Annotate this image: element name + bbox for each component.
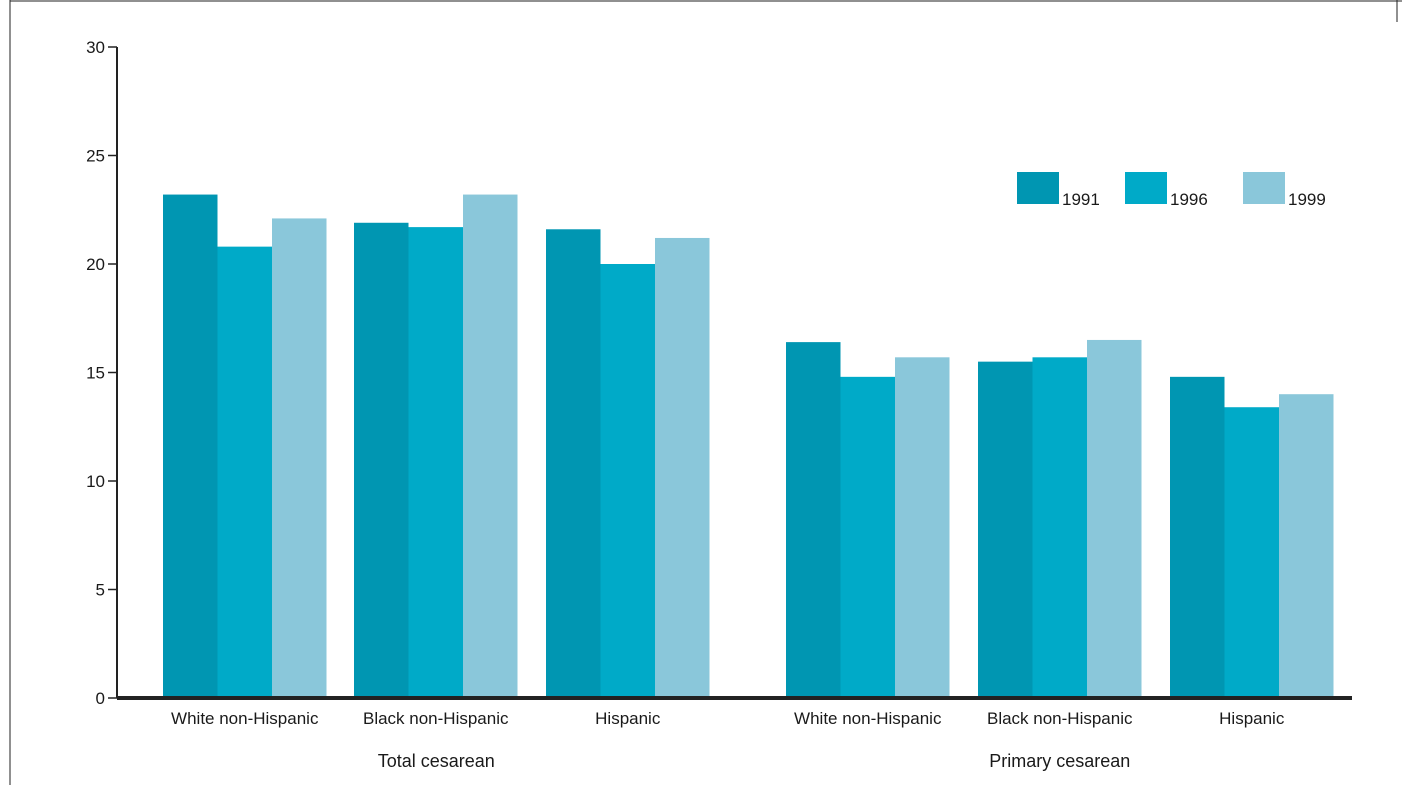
legend: 1991 1996 1999	[1017, 172, 1326, 209]
axes-layer: 0 5 10 15 20 25 30	[86, 38, 1352, 708]
bar-primary-cesarean-black-non-hispanic-1996	[1032, 357, 1087, 698]
legend-label-1999: 1999	[1288, 190, 1326, 209]
bar-primary-cesarean-black-non-hispanic-1991	[978, 361, 1033, 698]
x-group-label: Primary cesarean	[989, 751, 1130, 771]
bar-total-cesarean-hispanic-1996	[600, 264, 655, 698]
legend-swatch-1996	[1125, 172, 1167, 204]
bar-primary-cesarean-white-non-hispanic-1996	[840, 376, 895, 698]
y-tick-label: 20	[86, 255, 105, 274]
y-tick-label: 10	[86, 472, 105, 491]
y-tick-label: 30	[86, 38, 105, 57]
bar-total-cesarean-hispanic-1991	[546, 229, 601, 698]
x-tick-label: Black non-Hispanic	[987, 709, 1133, 728]
bars-layer	[163, 194, 1334, 699]
legend-label-1991: 1991	[1062, 190, 1100, 209]
labels-layer: White non-Hispanic Black non-Hispanic Hisp…	[171, 709, 1285, 771]
bar-total-cesarean-black-non-hispanic-1991	[354, 222, 409, 698]
y-tick-label: 0	[96, 689, 105, 708]
y-tick-label: 25	[86, 147, 105, 166]
bar-total-cesarean-hispanic-1999	[655, 237, 710, 698]
x-tick-label: Hispanic	[595, 709, 661, 728]
x-group-label: Total cesarean	[378, 751, 495, 771]
bar-total-cesarean-white-non-hispanic-1996	[217, 246, 272, 698]
x-tick-label: White non-Hispanic	[171, 709, 319, 728]
bar-primary-cesarean-white-non-hispanic-1991	[786, 342, 841, 698]
bar-total-cesarean-black-non-hispanic-1999	[463, 194, 518, 698]
bar-primary-cesarean-hispanic-1999	[1279, 394, 1334, 698]
y-tick-label: 15	[86, 364, 105, 383]
legend-label-1996: 1996	[1170, 190, 1208, 209]
legend-swatch-1999	[1243, 172, 1285, 204]
x-tick-label: Black non-Hispanic	[363, 709, 509, 728]
bar-total-cesarean-white-non-hispanic-1991	[163, 194, 218, 698]
bar-primary-cesarean-black-non-hispanic-1999	[1087, 339, 1142, 698]
x-tick-label: White non-Hispanic	[794, 709, 942, 728]
bar-primary-cesarean-white-non-hispanic-1999	[895, 357, 950, 698]
frame-border	[9, 0, 1402, 785]
legend-swatch-1991	[1017, 172, 1059, 204]
bar-primary-cesarean-hispanic-1991	[1170, 376, 1225, 698]
y-tick-label: 5	[96, 581, 105, 600]
bar-total-cesarean-black-non-hispanic-1996	[408, 227, 463, 699]
bar-primary-cesarean-hispanic-1996	[1224, 407, 1279, 698]
x-tick-label: Hispanic	[1219, 709, 1285, 728]
bar-total-cesarean-white-non-hispanic-1999	[272, 218, 327, 698]
